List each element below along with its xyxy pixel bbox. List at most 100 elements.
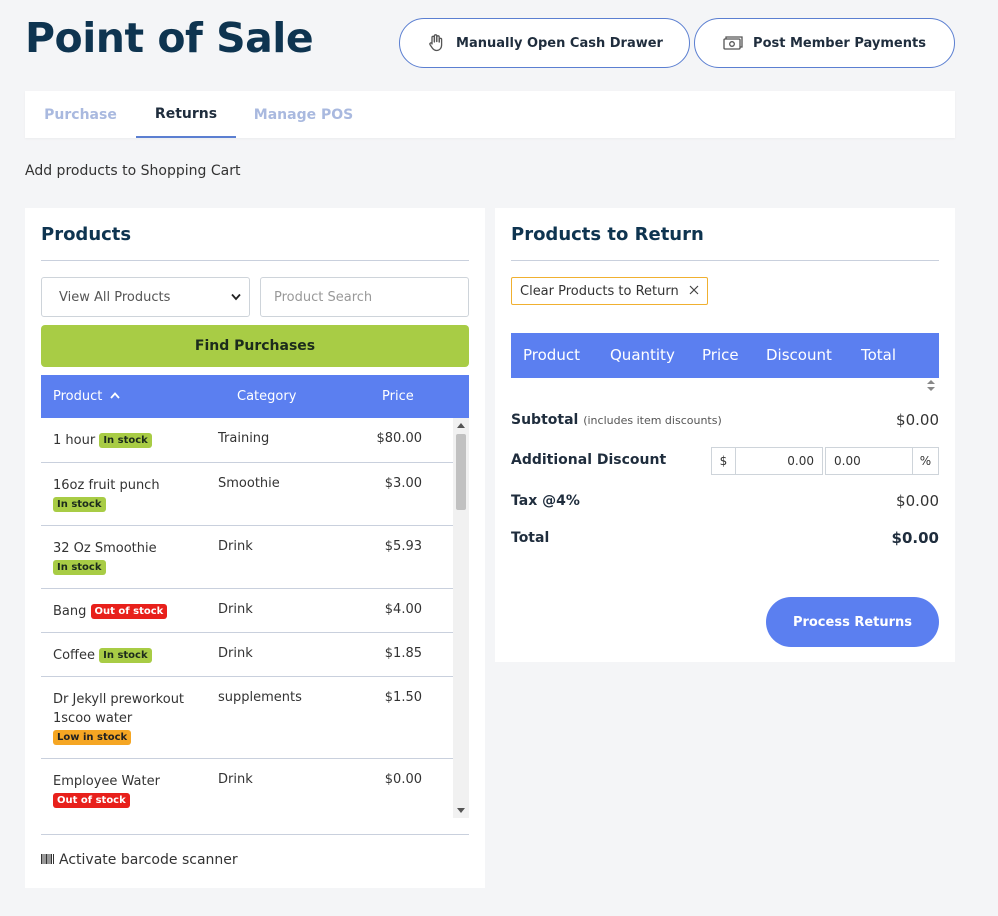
return-table-scrollbar[interactable] [923, 378, 939, 395]
tax-value: $0.00 [896, 492, 939, 510]
stock-badge: In stock [99, 648, 152, 663]
table-row[interactable]: 16oz fruit punch In stock Smoothie $3.00 [41, 463, 453, 526]
product-category: Drink [218, 539, 253, 554]
barcode-scanner-label: Activate barcode scanner [59, 852, 238, 868]
discount-percent-value: 0.00 [834, 454, 861, 468]
find-purchases-button[interactable]: Find Purchases [41, 325, 469, 367]
total-value: $0.00 [891, 529, 939, 547]
currency-prefix: $ [712, 448, 736, 474]
column-header-category[interactable]: Category [237, 389, 297, 404]
column-header-product-label: Product [53, 389, 103, 404]
page-title: Point of Sale [25, 14, 314, 62]
return-panel-title: Products to Return [511, 224, 704, 245]
product-name: Employee Water [53, 774, 160, 789]
open-cash-drawer-label: Manually Open Cash Drawer [456, 35, 663, 51]
additional-discount-label: Additional Discount [511, 452, 667, 468]
product-price: $4.00 [384, 602, 422, 617]
product-category: Training [218, 431, 270, 446]
subtotal-value: $0.00 [896, 411, 939, 429]
column-header-discount: Discount [766, 346, 832, 364]
percent-suffix: % [912, 448, 938, 474]
products-scrollbar[interactable] [453, 418, 469, 818]
products-table-header: Product Category Price [41, 375, 469, 418]
product-price: $3.00 [384, 476, 422, 491]
product-category: Drink [218, 646, 253, 661]
barcode-icon [41, 852, 54, 868]
product-category: supplements [218, 690, 302, 705]
table-row[interactable]: Dr Jekyll preworkout 1scoo water Low in s… [41, 677, 453, 759]
post-member-payments-label: Post Member Payments [753, 35, 926, 51]
product-search-input[interactable] [260, 277, 469, 317]
activate-barcode-scanner-link[interactable]: Activate barcode scanner [41, 852, 238, 868]
products-table-body: 1 hour In stock Training $80.00 16oz fru… [41, 418, 469, 818]
subtotal-note: (includes item discounts) [583, 414, 722, 427]
scroll-up-arrow-icon[interactable] [457, 423, 465, 428]
product-name: 1 hour [53, 433, 96, 448]
discount-amount-field[interactable]: $ 0.00 [711, 447, 823, 475]
column-header-product: Product [523, 346, 580, 364]
section-subtitle: Add products to Shopping Cart [25, 163, 241, 179]
total-label: Total [511, 530, 550, 546]
column-header-product[interactable]: Product [53, 389, 120, 404]
column-header-quantity: Quantity [610, 346, 675, 364]
return-panel: Products to Return Clear Products to Ret… [495, 208, 955, 662]
products-panel: Products View All Products Find Purchase… [25, 208, 485, 888]
tab-manage-pos[interactable]: Manage POS [253, 106, 354, 123]
process-returns-button[interactable]: Process Returns [766, 597, 939, 647]
product-name: Dr Jekyll preworkout 1scoo water [53, 692, 185, 726]
table-row[interactable]: 1 hour In stock Training $80.00 [41, 418, 453, 463]
divider [41, 834, 469, 835]
subtotal-label: Subtotal (includes item discounts) [511, 412, 722, 428]
stock-badge: In stock [53, 497, 106, 512]
stock-badge: In stock [53, 560, 106, 575]
clear-products-label: Clear Products to Return [520, 283, 679, 299]
column-header-total: Total [861, 346, 897, 364]
table-row[interactable]: Coffee In stock Drink $1.85 [41, 633, 453, 677]
product-category: Drink [218, 602, 253, 617]
open-cash-drawer-button[interactable]: Manually Open Cash Drawer [399, 18, 690, 68]
divider [511, 260, 939, 261]
discount-amount-value: 0.00 [787, 454, 814, 468]
product-price: $80.00 [376, 431, 423, 446]
product-filter-select[interactable]: View All Products [41, 277, 250, 317]
close-icon [689, 284, 699, 299]
clear-products-to-return-button[interactable]: Clear Products to Return [511, 277, 708, 305]
scrollbar-thumb[interactable] [456, 434, 466, 510]
scroll-up-arrow-icon[interactable] [927, 380, 935, 384]
tab-returns[interactable]: Returns [136, 91, 236, 138]
product-price: $5.93 [384, 539, 422, 554]
scroll-down-arrow-icon[interactable] [457, 808, 465, 813]
product-price: $1.50 [384, 690, 422, 705]
product-category: Drink [218, 772, 253, 787]
discount-percent-field[interactable]: 0.00 % [825, 447, 939, 475]
stock-badge: Out of stock [53, 793, 130, 808]
table-row[interactable]: Bang Out of stock Drink $4.00 [41, 589, 453, 633]
post-member-payments-button[interactable]: Post Member Payments [694, 18, 955, 68]
return-table-header: Product Quantity Price Discount Total [511, 333, 939, 378]
sort-asc-icon [109, 392, 120, 399]
product-filter-value: View All Products [59, 289, 171, 305]
stock-badge: Out of stock [90, 604, 168, 619]
product-name: 16oz fruit punch [53, 478, 160, 493]
product-name: Coffee [53, 648, 95, 663]
tax-label: Tax @4% [511, 493, 580, 509]
subtotal-text: Subtotal [511, 412, 579, 428]
product-name: Bang [53, 604, 87, 619]
product-price: $0.00 [384, 772, 422, 787]
product-name: 32 Oz Smoothie [53, 541, 157, 556]
column-header-price[interactable]: Price [382, 389, 414, 404]
tab-purchase[interactable]: Purchase [44, 106, 117, 123]
chevron-down-icon [231, 290, 241, 305]
scroll-down-arrow-icon[interactable] [927, 387, 935, 391]
hand-icon [426, 33, 446, 53]
pos-tabs: Purchase Returns Manage POS [25, 91, 955, 138]
table-row[interactable]: 32 Oz Smoothie In stock Drink $5.93 [41, 526, 453, 589]
stock-badge: Low in stock [53, 730, 132, 745]
products-panel-title: Products [41, 224, 132, 245]
product-price: $1.85 [384, 646, 422, 661]
column-header-price: Price [702, 346, 739, 364]
product-category: Smoothie [218, 476, 280, 491]
stock-badge: In stock [99, 433, 152, 448]
money-icon [723, 35, 743, 51]
table-row[interactable]: Employee Water Out of stock Drink $0.00 [41, 759, 453, 818]
